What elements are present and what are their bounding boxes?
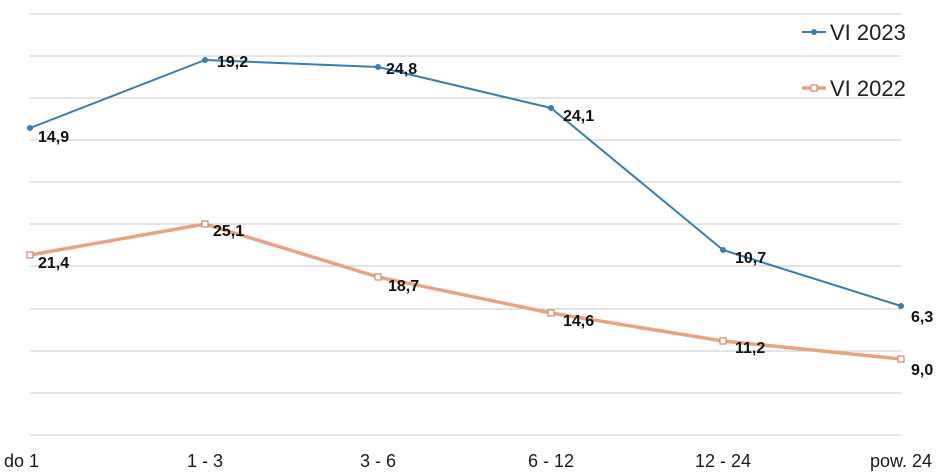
data-label: 21,4 [38,255,69,272]
x-tick-label: pow. 24 [870,451,932,471]
data-point [27,125,33,131]
data-point [547,309,555,317]
data-label: 24,8 [386,61,417,78]
data-point [719,337,727,345]
data-label: 9,0 [911,362,933,379]
data-label: 14,6 [563,313,594,330]
data-point [548,105,554,111]
legend-label: VI 2022 [830,76,906,101]
series-2: 21,4 25,1 18,7 14,6 11,2 9,0 [26,220,933,379]
data-point [897,355,905,363]
data-label: 10,7 [735,250,766,267]
data-point [202,57,208,63]
data-label: 18,7 [388,278,419,295]
data-label: 11,2 [735,340,765,357]
data-point [898,303,904,309]
data-label: 25,1 [213,223,244,240]
x-axis-tick-labels: do 1 1 - 3 3 - 6 6 - 12 12 - 24 pow. 24 [4,451,932,471]
legend-item-1: VI 2023 [802,20,906,45]
x-tick-label: 6 - 12 [528,451,574,471]
data-label: 19,2 [217,54,248,71]
data-point [375,64,381,70]
series-group: 14,919,2 24,824,110,76,321,425,118,714,61… [26,54,933,379]
x-tick-label: 1 - 3 [187,451,223,471]
legend: VI 2023 VI 2022 [802,20,906,101]
series-1: 14,9 19,2 24,8 24,1 10,7 6,3 [27,54,933,326]
data-label: 14,9 [38,129,69,146]
legend-item-2: VI 2022 [802,76,906,101]
legend-marker [811,29,817,35]
legend-label: VI 2023 [830,20,906,45]
data-label: 6,3 [911,309,933,326]
x-tick-label: 3 - 6 [360,451,396,471]
grid-lines [30,13,901,436]
x-tick-label: 12 - 24 [695,451,751,471]
data-label: 24,1 [563,108,594,125]
series-line [29,222,902,361]
data-point [201,220,209,228]
series-line [29,59,902,307]
x-tick-label: do 1 [4,451,39,471]
legend-marker [810,84,818,92]
data-point [374,273,382,281]
data-point [720,247,726,253]
data-point [26,251,34,259]
